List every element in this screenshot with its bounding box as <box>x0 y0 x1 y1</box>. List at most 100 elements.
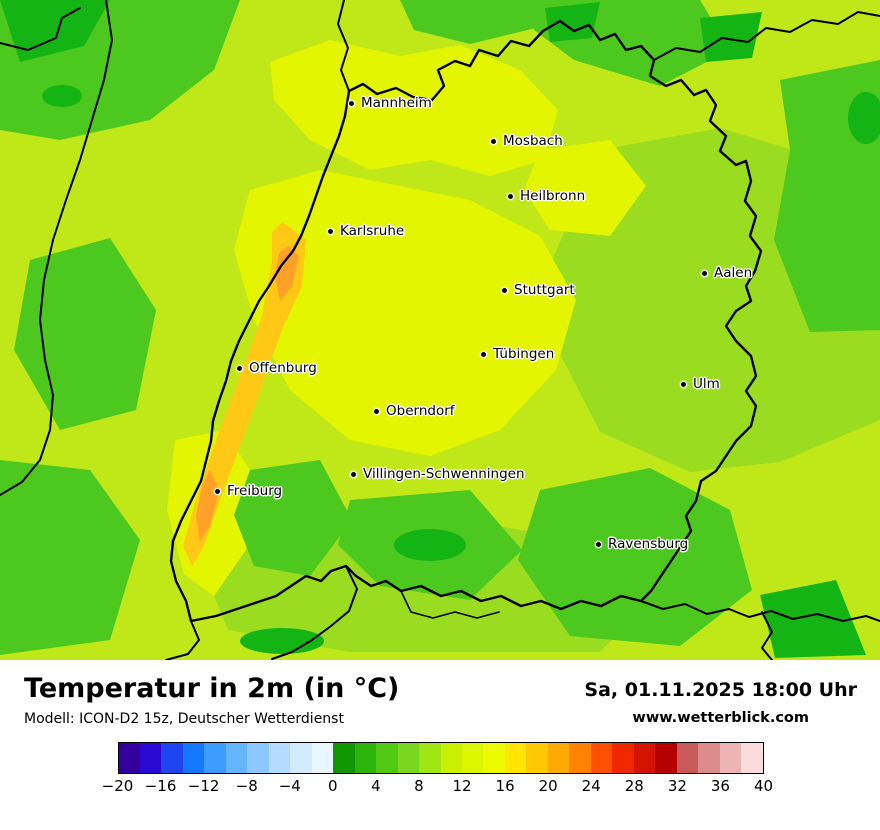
city-label: Stuttgart <box>514 282 575 298</box>
national-border <box>0 7 81 51</box>
colorbar-cell <box>655 742 677 773</box>
city-label: Mannheim <box>361 95 432 111</box>
info-panel: Temperatur in 2m (in °C) Modell: ICON-D2… <box>0 660 880 801</box>
colorbar-cell <box>311 742 334 773</box>
shade-region <box>518 468 752 646</box>
city-marker: Mannheim <box>348 95 432 111</box>
city-label: Oberndorf <box>386 403 455 419</box>
city-marker: Heilbronn <box>507 188 585 204</box>
national-border <box>337 0 350 92</box>
panel-left: Temperatur in 2m (in °C) Modell: ICON-D2… <box>24 674 399 727</box>
national-border <box>653 11 880 61</box>
website-label: www.wetterblick.com <box>632 710 809 726</box>
colorbar-tick: 16 <box>495 776 515 795</box>
colorbar-cell <box>139 742 162 773</box>
city-label: Offenburg <box>249 360 317 376</box>
colorbar-tick: −20 <box>101 776 134 795</box>
city-label: Tübingen <box>493 346 555 362</box>
city-dot <box>501 286 508 294</box>
colorbar-cell <box>204 742 226 773</box>
shade-region <box>42 85 82 107</box>
colorbar-tick: 24 <box>581 776 601 795</box>
state-border <box>169 19 763 623</box>
forecast-datetime: Sa, 01.11.2025 18:00 Uhr <box>584 679 857 701</box>
colorbar-cell <box>483 742 505 773</box>
colorbar-cell <box>440 742 462 773</box>
colorbar-tick: 4 <box>371 776 381 795</box>
city-dot <box>490 137 497 145</box>
shade-region <box>0 0 110 62</box>
city-marker: Karlsruhe <box>327 223 404 239</box>
city-marker: Villingen-Schwenningen <box>350 466 525 482</box>
colorbar-cell <box>719 742 742 773</box>
city-marker: Mosbach <box>490 133 563 149</box>
map-area: Mannheim Mosbach Heilbronn Karlsruhe Aalen St… <box>0 0 880 660</box>
colorbar-tick: 36 <box>710 776 730 795</box>
colorbar-cell <box>504 742 527 773</box>
city-dot <box>595 540 602 548</box>
colorbar-ticks: −20 −16 −12 −8 −4 0 4 8 12 16 20 24 28 32 36 40 <box>102 776 773 801</box>
colorbar-cell <box>569 742 591 773</box>
shade-region <box>234 170 576 456</box>
shade-region <box>275 246 299 301</box>
shade-region <box>848 92 880 144</box>
colorbar <box>117 741 764 774</box>
colorbar-cell <box>698 742 720 773</box>
city-label: Ravensburg <box>608 536 689 552</box>
panel-right: Sa, 01.11.2025 18:00 Uhr www.wetterblick… <box>584 674 857 726</box>
city-dot <box>373 407 380 415</box>
national-border <box>400 590 500 619</box>
colorbar-cell <box>290 742 312 773</box>
colorbar-cell <box>419 742 441 773</box>
colorbar-cell <box>547 742 570 773</box>
city-marker: Freiburg <box>214 483 282 499</box>
shade-region <box>240 628 324 654</box>
colorbar-tick: 40 <box>753 776 774 795</box>
city-marker: Ulm <box>680 376 720 392</box>
map-borders <box>0 0 880 660</box>
city-label: Heilbronn <box>520 188 586 204</box>
colorbar-cell <box>676 742 699 773</box>
colorbar-tick: −16 <box>144 776 177 795</box>
colorbar-cell <box>333 742 355 773</box>
city-dot <box>507 192 514 200</box>
city-marker: Aalen <box>701 265 752 281</box>
colorbar-tick: 32 <box>667 776 687 795</box>
city-label: Mosbach <box>503 133 563 149</box>
city-label: Aalen <box>714 265 753 281</box>
city-dot <box>480 350 487 358</box>
city-dot <box>348 99 355 107</box>
page-title: Temperatur in 2m (in °C) <box>24 673 400 704</box>
model-info: Modell: ICON-D2 15z, Deutscher Wetterdie… <box>24 710 344 727</box>
panel-header: Temperatur in 2m (in °C) Modell: ICON-D2… <box>24 674 857 727</box>
colorbar-cell <box>526 742 548 773</box>
city-label: Ulm <box>693 376 720 392</box>
city-dot <box>214 487 221 495</box>
colorbar-cell <box>612 742 634 773</box>
colorbar-cell <box>633 742 656 773</box>
shade-region <box>0 460 140 655</box>
colorbar-cell <box>462 742 484 773</box>
colorbar-cell <box>247 742 269 773</box>
city-label: Karlsruhe <box>340 223 405 239</box>
city-dot <box>680 380 687 388</box>
national-border <box>165 620 200 660</box>
city-marker: Stuttgart <box>501 282 575 298</box>
colorbar-cell <box>354 742 377 773</box>
city-marker: Oberndorf <box>373 403 455 419</box>
shade-region <box>196 470 219 541</box>
colorbar-cell <box>376 742 398 773</box>
colorbar-cell <box>397 742 420 773</box>
colorbar-tick: 8 <box>414 776 424 795</box>
colorbar-tick: −8 <box>235 776 258 795</box>
temperature-map <box>0 0 880 660</box>
national-border <box>640 600 880 622</box>
shade-region <box>524 140 646 236</box>
city-label: Freiburg <box>227 483 283 499</box>
shade-region <box>545 2 600 42</box>
shade-region <box>394 529 466 561</box>
map-shading <box>0 0 880 658</box>
city-dot <box>350 470 357 478</box>
shade-region <box>760 580 866 658</box>
